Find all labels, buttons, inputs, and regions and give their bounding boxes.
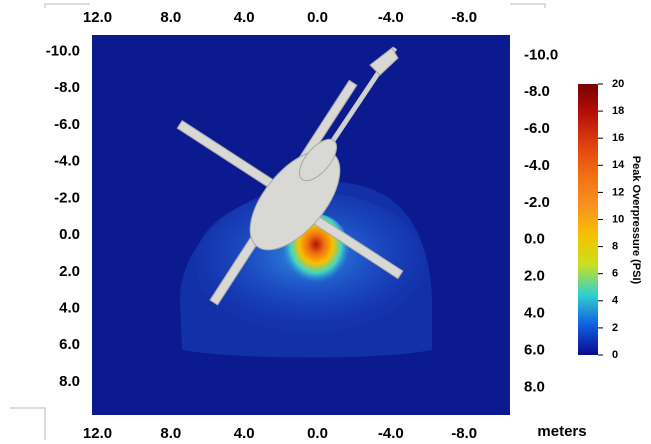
colorbar-tick-label: 8 [612, 241, 618, 253]
x-tick-label-bottom: 8.0 [160, 425, 181, 442]
y2-tick-label: -8.0 [524, 83, 550, 100]
x-tick-label-top: -4.0 [378, 9, 404, 26]
y2-tick-label: 8.0 [524, 378, 545, 395]
colorbar-tick-label: 16 [612, 132, 624, 144]
y-tick-label: -8.0 [54, 79, 80, 96]
y2-tick-label: -10.0 [524, 46, 558, 63]
x-tick-label-bottom: 4.0 [234, 425, 255, 442]
x-tick-label-top: 12.0 [83, 9, 112, 26]
y2-tick-label: -2.0 [524, 194, 550, 211]
x-tick-label-top: 0.0 [307, 9, 328, 26]
y-tick-label: -2.0 [54, 189, 80, 206]
colorbar-tick-label: 14 [612, 159, 625, 171]
colorbar-tick-label: 0 [612, 349, 618, 361]
x-tick-label-bottom: -4.0 [378, 425, 404, 442]
y2-tick-label: -6.0 [524, 120, 550, 137]
x-tick-label-top: 4.0 [234, 9, 255, 26]
colorbar-tick-label: 18 [612, 105, 624, 117]
x-tick-label-bottom: -8.0 [451, 425, 477, 442]
colorbar-tick-label: 6 [612, 268, 618, 280]
colorbar [578, 84, 598, 355]
chart: Peak Overpressure (PSI) meters 12.0 12.0 8… [0, 0, 651, 444]
x-tick-label-top: -8.0 [451, 9, 477, 26]
y-tick-label: -4.0 [54, 153, 80, 170]
colorbar-label: Peak Overpressure (PSI) [630, 156, 642, 285]
y2-tick-label: 6.0 [524, 341, 545, 358]
y-tick-label: 8.0 [59, 373, 80, 390]
y-tick-label: -10.0 [46, 42, 80, 59]
colorbar-tick-label: 20 [612, 78, 624, 90]
colorbar-tick-label: 12 [612, 186, 624, 198]
colorbar-tick-label: 2 [612, 322, 618, 334]
y-tick-label: -6.0 [54, 116, 80, 133]
y-tick-label: 0.0 [59, 226, 80, 243]
y2-tick-label: -4.0 [524, 157, 550, 174]
x-tick-label-bottom: 12.0 [83, 425, 112, 442]
x-tick-label-bottom: 0.0 [307, 425, 328, 442]
y-tick-label: 6.0 [59, 336, 80, 353]
colorbar-tick-label: 10 [612, 213, 624, 225]
y2-tick-label: 2.0 [524, 268, 545, 285]
colorbar-tick-label: 4 [612, 295, 619, 307]
axis-unit: meters [537, 423, 586, 440]
y2-tick-label: 4.0 [524, 305, 545, 322]
y-tick-label: 2.0 [59, 263, 80, 280]
x-tick-label-top: 8.0 [160, 9, 181, 26]
y-tick-label: 4.0 [59, 299, 80, 316]
y2-tick-label: 0.0 [524, 231, 545, 248]
